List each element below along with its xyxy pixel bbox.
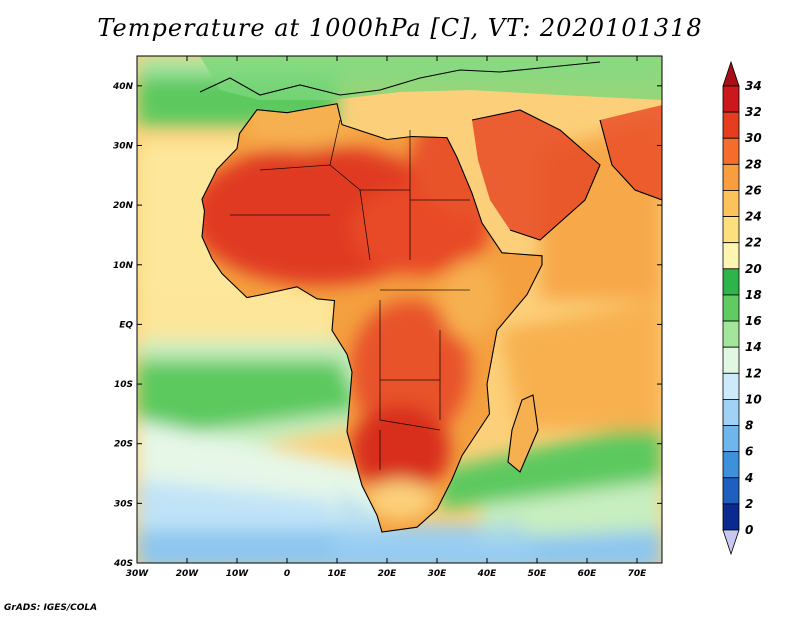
colorbar-label-22: 22 [745, 236, 762, 250]
latitude-labels: 40N 30N 20N 10N EQ 10S 20S 30S 40S [112, 82, 134, 569]
colorbar-label-6: 6 [745, 445, 753, 459]
map-plot-area [137, 56, 662, 563]
colorbar-label-10: 10 [745, 392, 762, 406]
lon-label-10e: 10E [328, 569, 348, 579]
colorbar-label-28: 28 [745, 157, 762, 171]
lon-label-70e: 70E [628, 569, 648, 579]
map-title: Temperature at 1000hPa [C], VT: 20201013… [97, 14, 703, 42]
colorbar-swatch [722, 503, 740, 531]
grads-credit: GrADS: IGES/COLA [4, 603, 98, 613]
lat-label-10n: 10N [113, 261, 134, 271]
colorbar-swatch [722, 268, 740, 296]
colorbar-swatch [722, 320, 740, 348]
colorbar-label-2: 2 [745, 497, 753, 511]
lon-label-60e: 60E [578, 569, 598, 579]
colorbar-label-18: 18 [745, 288, 762, 302]
colorbar-swatch [722, 242, 740, 270]
lon-label-40e: 40E [477, 569, 498, 579]
lon-label-0: 0 [284, 569, 290, 579]
colorbar-swatch [722, 216, 740, 244]
longitude-labels: 30W 20W 10W 0 10E 20E 30E 40E 50E 60E 70E [126, 569, 647, 579]
colorbar-swatch [722, 190, 740, 217]
colorbar-swatch [722, 294, 740, 322]
colorbar-label-16: 16 [745, 314, 762, 328]
axis-ticks [136, 56, 662, 564]
lat-label-20n: 20N [113, 201, 134, 211]
colorbar-swatch [722, 346, 740, 374]
lon-label-30e: 30E [428, 569, 448, 579]
colorbar-label-30: 30 [745, 131, 762, 145]
lat-label-eq: EQ [119, 320, 133, 330]
colorbar-max-arrow [722, 60, 740, 87]
lat-label-30s: 30S [114, 499, 133, 509]
lat-label-30n: 30N [113, 141, 134, 151]
colorbar-label-0: 0 [745, 523, 753, 537]
colorbar-label-8: 8 [745, 419, 753, 433]
coastlines [199, 61, 662, 533]
lon-label-20w: 20W [176, 569, 200, 579]
colorbar-swatch [722, 451, 740, 479]
colorbar-label-34: 34 [745, 79, 762, 93]
country-borders [230, 119, 470, 470]
lat-label-20s: 20S [114, 440, 133, 450]
colorbar-label-12: 12 [745, 366, 762, 380]
colorbar-swatch [722, 137, 740, 165]
colorbar-label-32: 32 [745, 105, 762, 119]
colorbar-min-arrow [722, 529, 740, 556]
lon-label-10w: 10W [226, 569, 250, 579]
lat-label-40s: 40S [113, 559, 133, 569]
colorbar-label-20: 20 [745, 262, 762, 276]
colorbar-swatch [722, 425, 740, 453]
colorbar-label-24: 24 [745, 210, 762, 224]
colorbar-swatch [722, 477, 740, 505]
colorbar-swatch [722, 85, 740, 113]
lat-label-10s: 10S [114, 380, 133, 390]
colorbar-swatch [722, 372, 740, 400]
colorbar-label-26: 26 [745, 183, 762, 197]
colorbar-swatch [722, 111, 740, 139]
colorbar-label-4: 4 [744, 471, 753, 485]
colorbar-swatch [722, 163, 740, 191]
colorbar [722, 60, 740, 556]
lon-label-20e: 20E [378, 569, 398, 579]
colorbar-swatch [722, 399, 740, 426]
lat-label-40n: 40N [112, 82, 134, 92]
lon-label-50e: 50E [528, 569, 548, 579]
map-frame [136, 55, 663, 564]
lon-label-30w: 30W [126, 569, 150, 579]
colorbar-label-14: 14 [745, 340, 762, 354]
